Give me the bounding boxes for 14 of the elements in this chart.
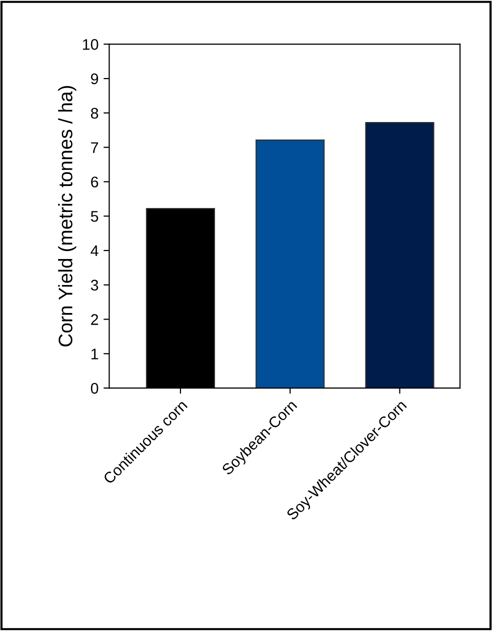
y-tick-label: 10 bbox=[82, 39, 98, 50]
bar bbox=[365, 122, 434, 388]
y-tick-label: 6 bbox=[91, 176, 98, 188]
y-tick-label: 5 bbox=[90, 211, 98, 222]
bar bbox=[256, 140, 325, 388]
y-tick-label: 7 bbox=[91, 142, 98, 153]
y-axis-title: Corn Yield (metric tonnes / ha) bbox=[58, 86, 76, 346]
y-tick-label: 8 bbox=[90, 108, 98, 119]
y-tick-label: 4 bbox=[90, 246, 98, 256]
y-tick-label: 2 bbox=[91, 314, 98, 325]
y-tick-label: 3 bbox=[90, 280, 98, 291]
y-tick-label: 9 bbox=[91, 73, 98, 84]
y-tick-label: 1 bbox=[91, 348, 98, 360]
y-tick-label: 0 bbox=[90, 382, 98, 394]
